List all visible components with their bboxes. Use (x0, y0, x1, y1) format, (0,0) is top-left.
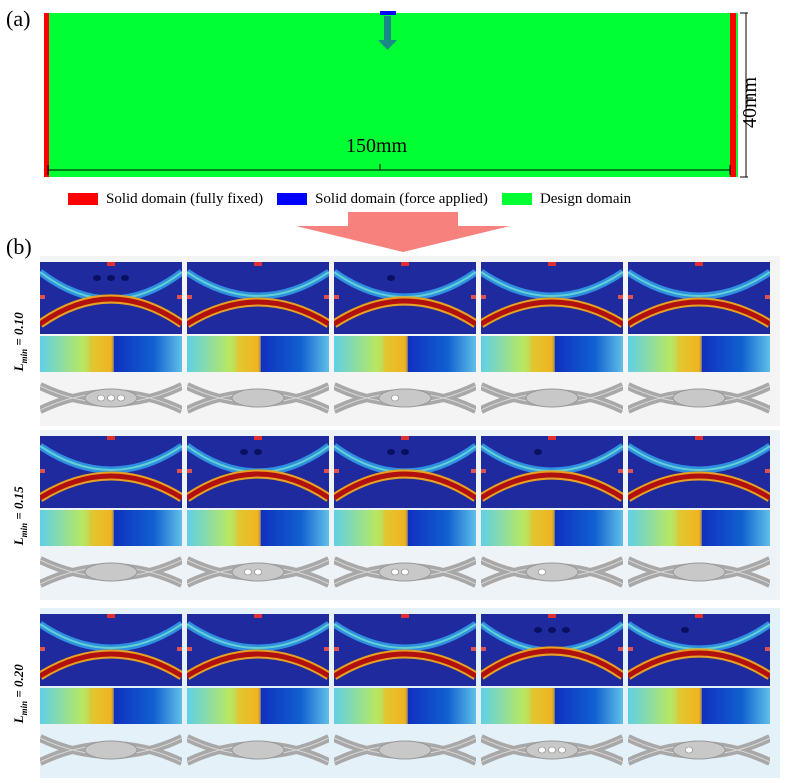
result-figure (334, 262, 476, 414)
result-cell (334, 262, 476, 420)
result-cell (187, 436, 329, 594)
row-label-value: = 0.20 (11, 664, 27, 701)
result-cell (334, 614, 476, 772)
result-cell (481, 262, 623, 420)
row-label-symbol: L (11, 715, 27, 724)
width-dimension-label: 150mm (346, 135, 408, 157)
force-domain (380, 11, 396, 15)
design-domain-diagram (40, 10, 790, 182)
row-label-symbol: L (11, 537, 27, 546)
result-cell (40, 436, 182, 594)
legend-swatch (277, 193, 308, 205)
fixed-domain-left (44, 13, 49, 177)
panel-b-label: (b) (6, 234, 32, 259)
legend-swatch (68, 193, 98, 205)
row-parameter-label: Lmin = 0.20 (11, 654, 29, 734)
result-figure (40, 614, 182, 766)
result-cell (481, 614, 623, 772)
result-cell (628, 262, 770, 420)
row-parameter-label: Lmin = 0.10 (11, 302, 29, 382)
height-dimension-label: 40mm (739, 76, 761, 128)
result-cell (40, 262, 182, 420)
result-cell (628, 614, 770, 772)
result-figure (628, 262, 770, 414)
row-label-subscript: min (18, 522, 29, 538)
legend-swatch (501, 193, 532, 205)
transition-arrow-icon (296, 212, 510, 252)
force-arrow-icon (378, 16, 397, 50)
result-figure (334, 614, 476, 766)
fixed-domain-right (730, 13, 736, 177)
result-cell (187, 262, 329, 420)
legend-item-fixed: Solid domain (fully fixed) (68, 191, 263, 208)
row-label-symbol: L (11, 363, 27, 372)
legend-label: Design domain (539, 190, 632, 207)
result-figure (628, 614, 770, 766)
legend-item-design: Design domain (501, 190, 632, 208)
result-figure (187, 614, 329, 766)
result-figure (334, 436, 476, 588)
result-figure (40, 262, 182, 414)
row-label-subscript: min (18, 700, 29, 716)
legend-item-force: Solid domain (force applied) (277, 191, 488, 208)
result-cell (628, 436, 770, 594)
result-cell (187, 614, 329, 772)
result-figure (628, 436, 770, 588)
result-cell (334, 436, 476, 594)
result-cell (40, 614, 182, 772)
row-label-value: = 0.10 (11, 312, 27, 349)
row-label-subscript: min (18, 348, 29, 364)
result-figure (40, 436, 182, 588)
legend-label: Solid domain (force applied) (315, 190, 488, 207)
panel-a-label: (a) (6, 6, 31, 31)
legend-label: Solid domain (fully fixed) (106, 190, 264, 207)
result-figure (187, 262, 329, 414)
result-figure (481, 614, 623, 766)
result-figure (481, 262, 623, 414)
row-label-value: = 0.15 (11, 486, 27, 523)
result-figure (187, 436, 329, 588)
legend: Solid domain (fully fixed) Solid domain … (68, 188, 728, 210)
row-parameter-label: Lmin = 0.15 (11, 476, 29, 556)
result-figure (481, 436, 623, 588)
result-cell (481, 436, 623, 594)
